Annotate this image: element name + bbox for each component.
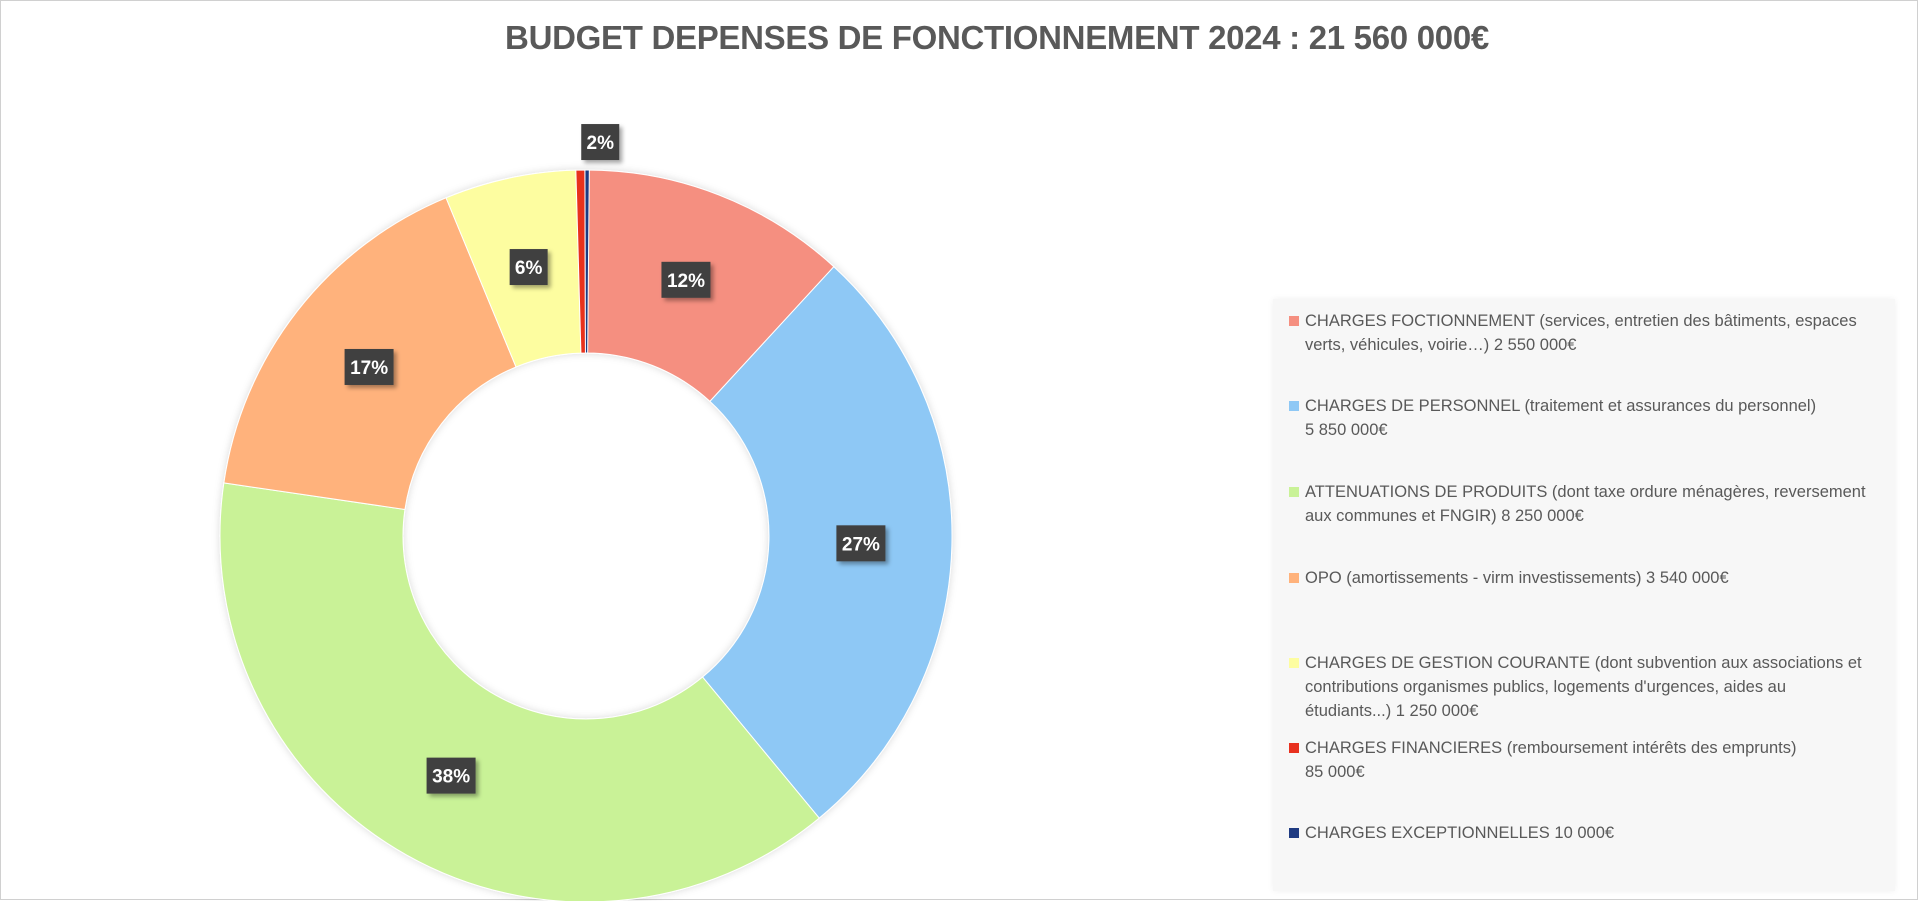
- data-label-box-5: [509, 249, 548, 286]
- legend-swatch-3: [1289, 487, 1299, 497]
- legend-swatch-6: [1289, 743, 1299, 753]
- legend-label-7: CHARGES EXCEPTIONNELLES 10 000€: [1305, 821, 1879, 845]
- legend-label-4: OPO (amortissements - virm investissemen…: [1305, 566, 1879, 590]
- legend-label-line: verts, véhicules, voirie…) 2 550 000€: [1305, 336, 1577, 354]
- legend-label-line: CHARGES FINANCIERES (remboursement intér…: [1305, 739, 1797, 757]
- legend-label-5: CHARGES DE GESTION COURANTE (dont subven…: [1305, 651, 1879, 723]
- legend-label-line: ATTENUATIONS DE PRODUITS (dont taxe ordu…: [1305, 483, 1866, 501]
- legend-item-3: ATTENUATIONS DE PRODUITS (dont taxe ordu…: [1289, 480, 1879, 528]
- legend-label-line: OPO (amortissements - virm investissemen…: [1305, 569, 1729, 587]
- legend-swatch-7: [1289, 828, 1299, 838]
- donut-slice-2: [701, 266, 953, 819]
- donut-slice-3: [219, 482, 820, 901]
- legend-label-line: aux communes et FNGIR) 8 250 000€: [1305, 507, 1584, 525]
- legend-label-line: contributions organismes publics, logeme…: [1305, 678, 1787, 696]
- chart-legend: CHARGES FOCTIONNEMENT (services, entreti…: [1273, 299, 1895, 891]
- legend-swatch-2: [1289, 401, 1299, 411]
- legend-label-line: CHARGES DE PERSONNEL (traitement et assu…: [1305, 397, 1817, 415]
- data-label-3: 38%: [432, 767, 470, 788]
- data-label-2: 27%: [842, 534, 880, 555]
- legend-item-5: CHARGES DE GESTION COURANTE (dont subven…: [1289, 651, 1879, 723]
- data-label-box-6: [581, 124, 620, 161]
- legend-label-line: CHARGES EXCEPTIONNELLES 10 000€: [1305, 824, 1615, 842]
- donut-chart: 12% 27% 38% 17% 6% 2%: [219, 124, 953, 901]
- data-label-box-4: [344, 348, 394, 385]
- legend-label-line: CHARGES DE GESTION COURANTE (dont subven…: [1305, 654, 1862, 672]
- legend-label-6: CHARGES FINANCIERES (remboursement intér…: [1305, 736, 1879, 784]
- legend-label-1: CHARGES FOCTIONNEMENT (services, entreti…: [1305, 309, 1879, 357]
- data-label-6: 2%: [587, 133, 615, 154]
- legend-label-2: CHARGES DE PERSONNEL (traitement et assu…: [1305, 394, 1879, 442]
- legend-item-1: CHARGES FOCTIONNEMENT (services, entreti…: [1289, 309, 1879, 357]
- legend-label-3: ATTENUATIONS DE PRODUITS (dont taxe ordu…: [1305, 480, 1879, 528]
- data-label-box-3: [426, 757, 476, 794]
- data-label-5: 6%: [515, 258, 543, 279]
- legend-item-4: OPO (amortissements - virm investissemen…: [1289, 566, 1879, 590]
- legend-label-line: 85 000€: [1305, 763, 1365, 781]
- legend-label-line: étudiants...) 1 250 000€: [1305, 702, 1479, 720]
- legend-swatch-1: [1289, 316, 1299, 326]
- data-label-box-2: [836, 525, 886, 562]
- legend-item-7: CHARGES EXCEPTIONNELLES 10 000€: [1289, 821, 1879, 845]
- legend-swatch-5: [1289, 658, 1299, 668]
- donut-slice-7: [584, 169, 590, 354]
- legend-item-2: CHARGES DE PERSONNEL (traitement et assu…: [1289, 394, 1879, 442]
- data-label-1: 12%: [667, 271, 705, 292]
- legend-label-line: 5 850 000€: [1305, 421, 1388, 439]
- legend-label-line: CHARGES FOCTIONNEMENT (services, entreti…: [1305, 312, 1857, 330]
- legend-swatch-4: [1289, 573, 1299, 583]
- data-labels: 12% 27% 38% 17% 6% 2%: [344, 124, 886, 794]
- legend-item-6: CHARGES FINANCIERES (remboursement intér…: [1289, 736, 1879, 784]
- chart-title: BUDGET DEPENSES DE FONCTIONNEMENT 2024 :…: [505, 19, 1489, 56]
- data-label-4: 17%: [350, 358, 388, 379]
- data-label-box-1: [661, 261, 711, 298]
